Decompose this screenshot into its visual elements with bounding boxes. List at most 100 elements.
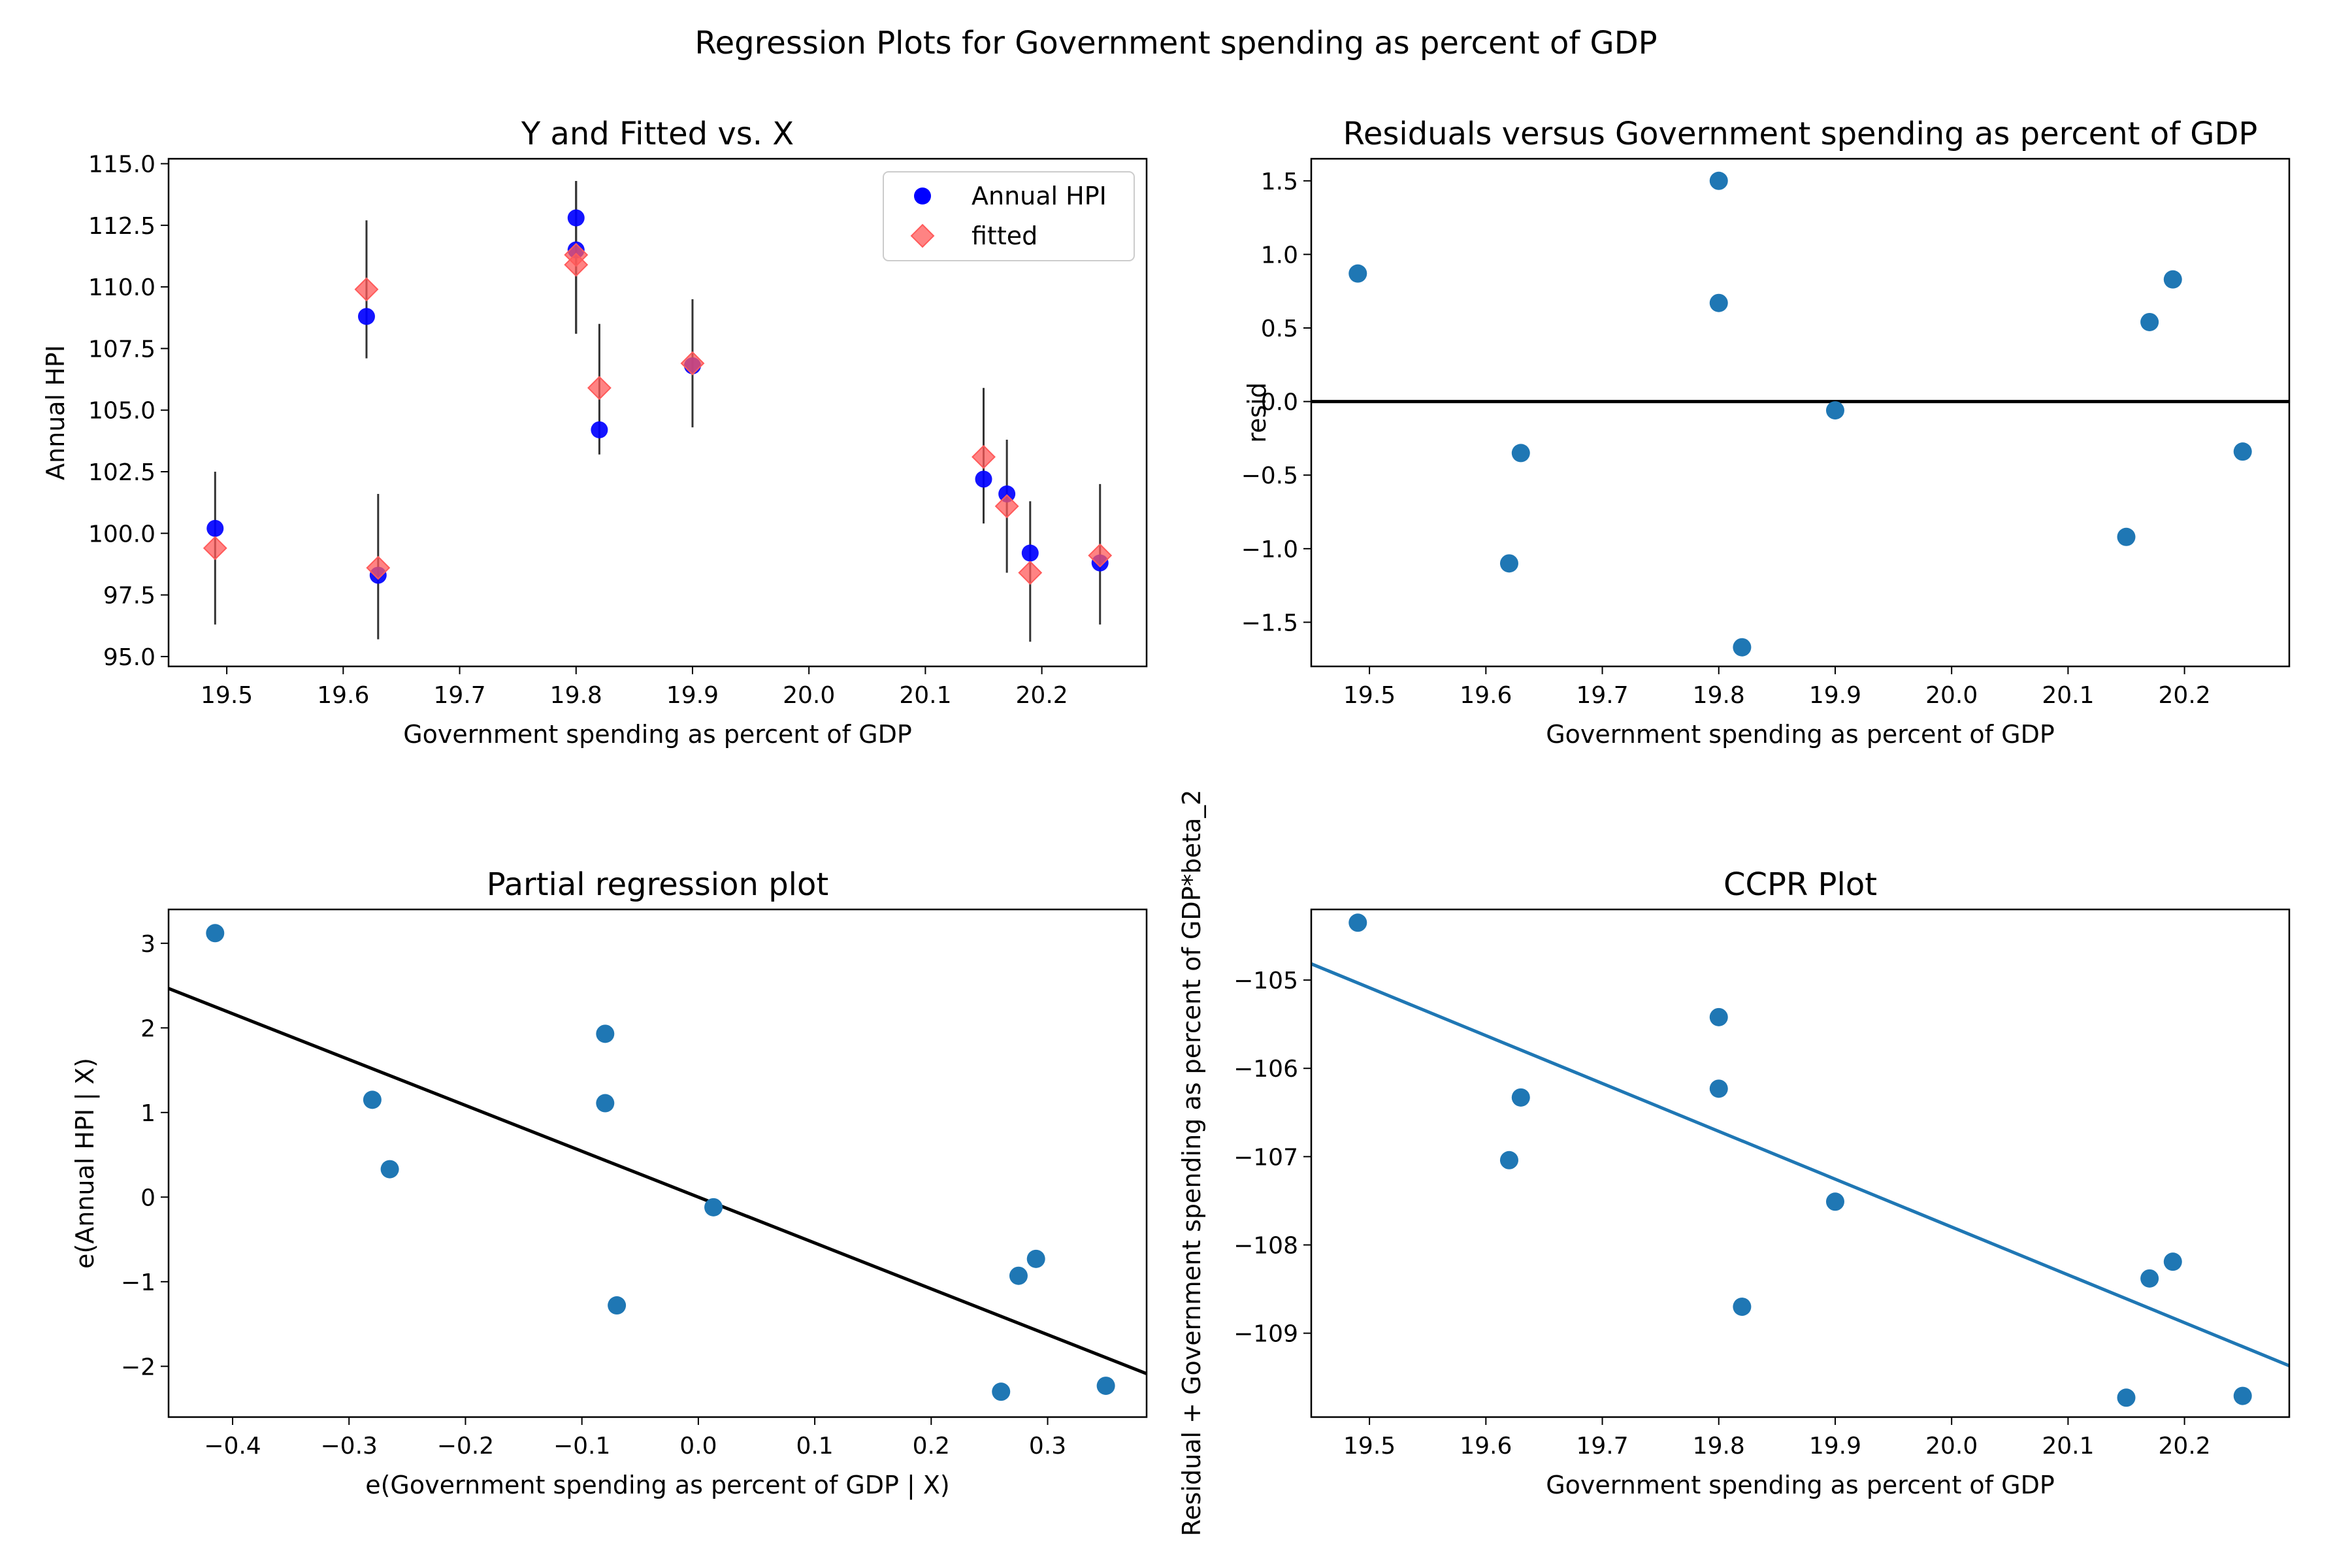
y-tick-label: −0.5: [1241, 463, 1298, 489]
x-tick-label: 0.3: [1029, 1433, 1066, 1460]
data-point: [1709, 1079, 1728, 1098]
axes-frame: [167, 157, 1148, 668]
observed-point: [567, 209, 585, 227]
data-point: [380, 1160, 399, 1179]
observed-point: [206, 519, 224, 537]
y-tick-label: −108: [1233, 1232, 1298, 1259]
x-tick-label: 20.2: [2159, 682, 2211, 709]
data-point: [1511, 1088, 1530, 1107]
x-tick-label: 20.1: [2042, 1433, 2094, 1460]
x-tick-label: −0.4: [204, 1433, 261, 1460]
legend-label-fitted: fitted: [972, 221, 1037, 250]
fitted-point: [994, 494, 1019, 519]
plot-area: [169, 924, 1147, 1401]
data-point: [2163, 270, 2182, 289]
y-tick-label: −106: [1233, 1056, 1298, 1083]
subplot-2: Residuals versus Government spending as …: [1241, 116, 2291, 749]
x-tick-label: 20.1: [899, 682, 951, 709]
x-tick-label: −0.2: [437, 1433, 494, 1460]
y-tick-label: 95.0: [103, 644, 155, 671]
data-point: [2117, 527, 2136, 546]
subplot-4: CCPR Plot 19.5 19.6 19.7 19.8 19.9 20.0 20.1 20.…: [1177, 790, 2291, 1536]
data-point: [608, 1296, 627, 1315]
plot-area: [1311, 171, 2289, 657]
observed-point: [1021, 544, 1039, 562]
subplot-3: Partial regression plot −0.4 −0.3 −0.2 −0.1 0…: [71, 866, 1148, 1500]
data-point: [1026, 1249, 1045, 1268]
x-tick-label: 19.9: [666, 682, 719, 709]
fitted-point: [587, 376, 612, 400]
y-tick-label: 3: [140, 931, 155, 958]
data-point: [1825, 401, 1844, 420]
y-tick-label: −2: [121, 1354, 155, 1380]
y-tick-label: 0.5: [1261, 316, 1298, 342]
x-tick-label: 0.2: [913, 1433, 950, 1460]
x-tick-label: 19.7: [433, 682, 485, 709]
y-tick-label: 110.0: [88, 274, 155, 301]
data-point: [992, 1382, 1011, 1401]
y-tick-label: −1.5: [1241, 610, 1298, 636]
x-tick-label: 20.0: [1925, 1433, 1978, 1460]
x-tick-label: 19.5: [1343, 1433, 1396, 1460]
data-point: [206, 924, 225, 943]
data-point: [1499, 1151, 1518, 1169]
data-point: [1733, 638, 1752, 657]
y-tick-label: 1: [140, 1100, 155, 1127]
data-point: [1709, 1007, 1728, 1026]
fit-line: [169, 987, 1147, 1375]
legend-label-observed: Annual HPI: [972, 182, 1107, 210]
legend-marker-fitted: [910, 223, 935, 248]
x-tick-label: 0.0: [679, 1433, 717, 1460]
axes-frame: [1310, 908, 2291, 1418]
x-tick-label: 20.0: [1925, 682, 1978, 709]
x-tick-label: 0.1: [796, 1433, 833, 1460]
data-point: [1709, 171, 1728, 190]
y-axis-label: Annual HPI: [41, 345, 70, 480]
panel-title: Residuals versus Government spending as …: [1343, 116, 2258, 152]
panel-title: Partial regression plot: [487, 866, 828, 903]
y-tick-label: 105.0: [88, 398, 155, 425]
plot-area: [1311, 913, 2289, 1407]
plot-area: [203, 180, 1113, 642]
data-point: [363, 1090, 382, 1109]
x-axis-label: Government spending as percent of GDP: [1546, 720, 2055, 749]
y-axis-label: resid: [1243, 382, 1271, 443]
y-tick-label: 115.0: [88, 152, 155, 178]
data-point: [1348, 264, 1367, 283]
observed-point: [975, 470, 992, 488]
x-tick-label: 19.8: [1693, 682, 1745, 709]
y-tick-label: 0: [140, 1184, 155, 1211]
fitted-point: [1018, 561, 1043, 585]
observed-point: [591, 421, 608, 438]
x-tick-label: 19.9: [1809, 1433, 1861, 1460]
x-tick-label: 19.9: [1809, 682, 1861, 709]
legend-marker-observed: [914, 188, 931, 204]
x-tick-label: 19.6: [1460, 1433, 1512, 1460]
y-tick-label: −109: [1233, 1321, 1298, 1348]
x-tick-label: 19.6: [317, 682, 369, 709]
fitted-point: [680, 351, 705, 376]
x-tick-label: 19.7: [1576, 1433, 1628, 1460]
fitted-point: [354, 277, 379, 302]
figure-suptitle: Regression Plots for Government spending…: [694, 25, 1657, 61]
data-point: [1511, 444, 1530, 463]
data-point: [1733, 1298, 1752, 1316]
data-point: [596, 1024, 615, 1043]
data-point: [2140, 1269, 2159, 1288]
x-axis-label: e(Government spending as percent of GDP …: [365, 1471, 950, 1500]
y-tick-label: 102.5: [88, 459, 155, 486]
x-tick-label: 19.7: [1576, 682, 1628, 709]
x-axis-label: Government spending as percent of GDP: [403, 720, 912, 749]
y-tick-label: −1.0: [1241, 536, 1298, 563]
x-tick-label: 19.8: [550, 682, 602, 709]
y-axis-label: e(Annual HPI | X): [71, 1058, 100, 1269]
fitted-point: [972, 444, 996, 469]
y-tick-label: 107.5: [88, 336, 155, 363]
observed-point: [357, 308, 375, 325]
y-tick-label: 112.5: [88, 213, 155, 240]
axes-frame: [1310, 157, 2291, 668]
data-point: [1709, 293, 1728, 312]
y-tick-label: 0.0: [1261, 389, 1298, 416]
y-tick-label: 100.0: [88, 521, 155, 547]
observed-point: [998, 485, 1016, 502]
